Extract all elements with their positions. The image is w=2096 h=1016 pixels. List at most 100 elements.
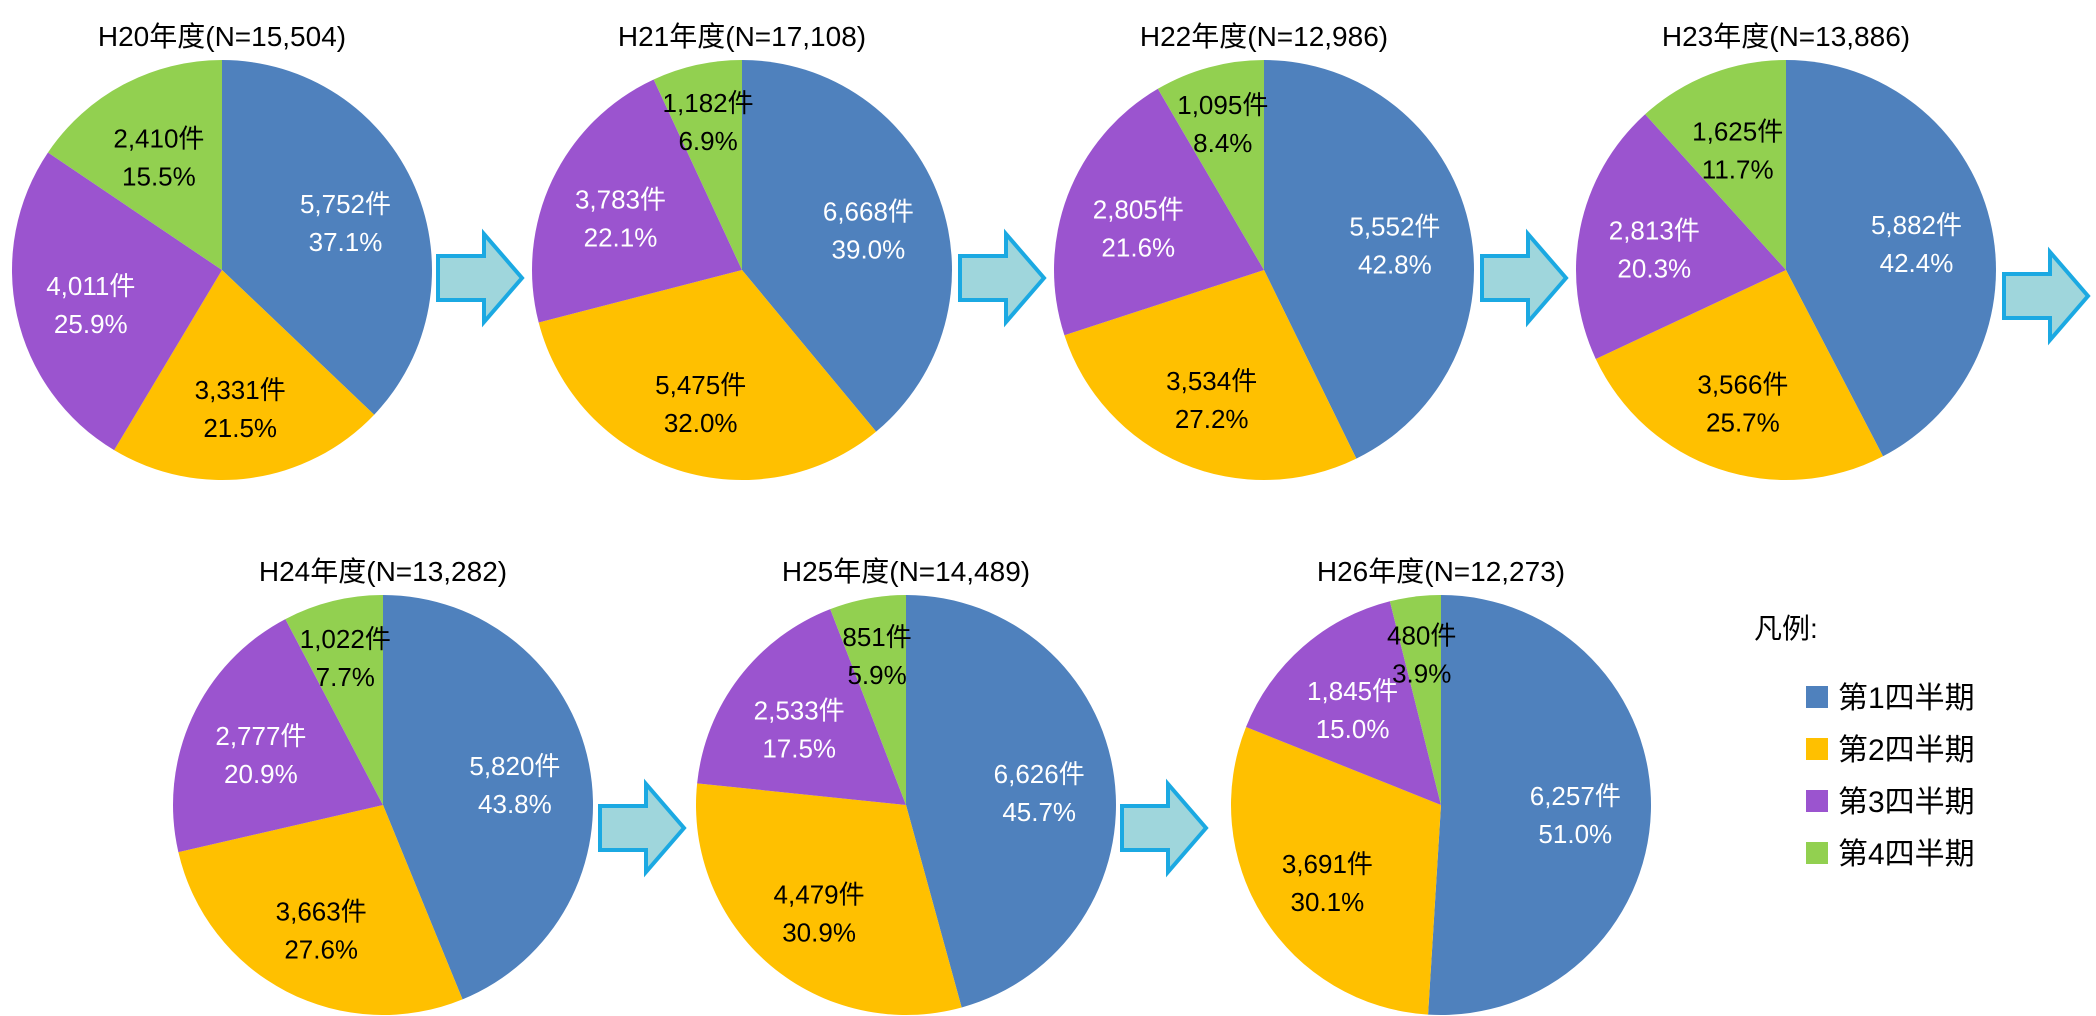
pie-slice-1 (906, 595, 1116, 1008)
pie-slice-2 (538, 270, 877, 481)
slice-percent-label: 20.3% (1617, 253, 1691, 283)
pie-slice-3 (173, 619, 383, 853)
legend-swatch (1806, 738, 1828, 760)
slice-count-label: 2,533件 (754, 695, 845, 725)
slice-count-label: 3,331件 (195, 375, 286, 405)
slice-count-label: 2,813件 (1609, 215, 1700, 245)
slice-percent-label: 6.9% (678, 126, 737, 156)
slice-percent-label: 17.5% (762, 733, 836, 763)
pie-slice-2 (1231, 727, 1441, 1015)
slice-count-label: 1,182件 (663, 88, 754, 118)
slice-percent-label: 25.9% (54, 309, 128, 339)
slice-count-label: 4,479件 (774, 880, 865, 910)
slice-count-label: 1,022件 (300, 624, 391, 654)
pie-slice-4 (47, 60, 223, 270)
slice-percent-label: 45.7% (1002, 797, 1076, 827)
legend-swatch (1806, 842, 1828, 864)
slice-count-label: 5,820件 (469, 751, 560, 781)
slice-percent-label: 37.1% (309, 227, 383, 257)
slice-count-label: 5,475件 (655, 370, 746, 400)
slice-count-label: 6,668件 (823, 196, 914, 226)
pie-slice-4 (1389, 595, 1441, 805)
slice-percent-label: 30.1% (1291, 887, 1365, 917)
slice-percent-label: 5.9% (847, 660, 906, 690)
pie-slice-3 (1053, 88, 1264, 336)
pie-slice-2 (696, 783, 962, 1015)
arrow-right-icon (2002, 246, 2091, 346)
slice-percent-label: 20.9% (224, 759, 298, 789)
pie-slice-2 (1064, 270, 1357, 481)
pie-h22: H22年度(N=12,986) 5,552件 42.8% 3,534件 27.2% 2,8… (1053, 21, 1475, 481)
pie-slice-3 (697, 609, 906, 805)
legend-title: 凡例: (1754, 613, 1818, 644)
slice-count-label: 3,566件 (1697, 369, 1788, 399)
pie-h24: H24年度(N=13,282) 5,820件 43.8% 3,663件 27.6% 2,7… (173, 556, 594, 1016)
slice-count-label: 480件 (1387, 621, 1456, 651)
pie-title: H24年度(N=13,282) (259, 556, 507, 587)
legend-item-label: 第2四半期 (1838, 734, 1975, 767)
pie-slice-1 (383, 595, 594, 1000)
arrow-right-icon (958, 228, 1047, 328)
slice-percent-label: 32.0% (664, 408, 738, 438)
pie-slice-2 (114, 270, 375, 480)
pie-slice-1 (742, 60, 953, 432)
pie-h21: H21年度(N=17,108) 6,668件 39.0% 5,475件 32.0% 3,7… (532, 21, 953, 481)
legend-item-label: 第3四半期 (1838, 786, 1975, 819)
slice-percent-label: 8.4% (1193, 128, 1252, 158)
slice-count-label: 6,626件 (994, 759, 1085, 789)
slice-percent-label: 27.6% (284, 934, 358, 964)
slice-count-label: 3,534件 (1166, 366, 1257, 396)
slice-percent-label: 39.0% (832, 234, 906, 264)
slice-count-label: 6,257件 (1530, 781, 1621, 811)
slice-count-label: 1,095件 (1177, 90, 1268, 120)
slice-percent-label: 15.0% (1316, 714, 1390, 744)
arrow-right-icon (1480, 228, 1569, 328)
pie-title: H21年度(N=17,108) (618, 21, 866, 52)
pie-slice-1 (1264, 60, 1475, 459)
pie-slice-4 (285, 595, 383, 805)
slice-count-label: 5,882件 (1871, 210, 1962, 240)
pie-title: H26年度(N=12,273) (1317, 556, 1565, 587)
slice-count-label: 3,783件 (575, 185, 666, 215)
slice-count-label: 2,410件 (113, 123, 204, 153)
legend-swatch (1806, 790, 1828, 812)
slice-count-label: 1,625件 (1692, 117, 1783, 147)
legend-swatch (1806, 686, 1828, 708)
slice-percent-label: 21.6% (1101, 232, 1175, 262)
slice-percent-label: 30.9% (782, 918, 856, 948)
pie-title: H23年度(N=13,886) (1662, 21, 1910, 52)
slice-percent-label: 15.5% (122, 161, 196, 191)
slice-percent-label: 11.7% (1702, 155, 1774, 185)
slice-count-label: 3,691件 (1282, 849, 1373, 879)
pie-slice-1 (1428, 595, 1652, 1015)
pie-slice-4 (653, 60, 742, 270)
pie-slice-3 (532, 79, 742, 323)
pie-slice-1 (1786, 60, 1996, 457)
pie-slice-3 (11, 152, 222, 451)
pie-h20: H20年度(N=15,504) 5,752件 37.1% 3,331件 21.5% 4,0… (11, 21, 432, 480)
slice-count-label: 5,752件 (300, 189, 391, 219)
legend-item-label: 第4四半期 (1838, 838, 1975, 871)
slice-count-label: 4,011件 (46, 271, 135, 301)
slice-percent-label: 22.1% (584, 223, 658, 253)
slice-count-label: 3,663件 (276, 896, 367, 926)
slice-percent-label: 3.9% (1392, 659, 1451, 689)
pie-h26: H26年度(N=12,273) 6,257件 51.0% 3,691件 30.1% 1,8… (1231, 556, 1652, 1015)
pie-slice-4 (1645, 60, 1786, 270)
slice-count-label: 2,777件 (215, 721, 306, 751)
pie-slice-4 (1157, 60, 1264, 270)
pie-title: H25年度(N=14,489) (782, 556, 1030, 587)
pie-slice-2 (178, 805, 463, 1016)
pie-h23: H23年度(N=13,886) 5,882件 42.4% 3,566件 25.7% 2,8… (1575, 21, 1996, 481)
pie-slice-2 (1595, 270, 1883, 481)
slice-percent-label: 43.8% (478, 789, 552, 819)
pie-title: H20年度(N=15,504) (98, 21, 346, 52)
slice-percent-label: 42.4% (1880, 248, 1954, 278)
pie-slice-1 (222, 60, 432, 415)
slice-count-label: 851件 (842, 622, 911, 652)
slice-percent-label: 7.7% (316, 662, 375, 692)
pie-h25: H25年度(N=14,489) 6,626件 45.7% 4,479件 30.9% 2,5… (696, 556, 1116, 1015)
slice-count-label: 5,552件 (1349, 212, 1440, 242)
